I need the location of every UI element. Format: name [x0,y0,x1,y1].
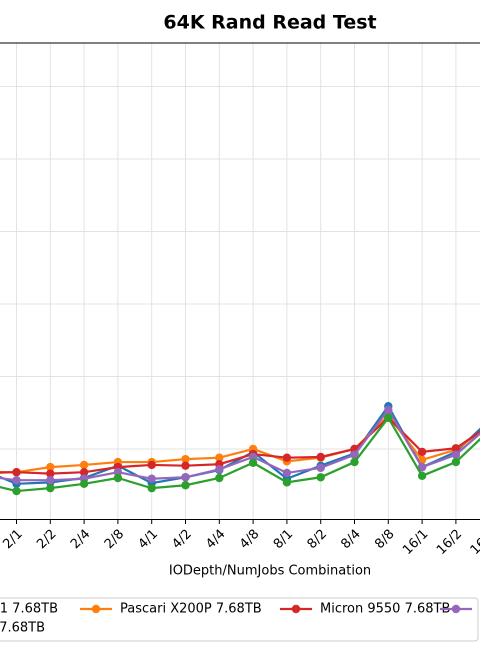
data-point [451,450,461,459]
data-point [12,486,21,496]
x-tick-label: 2/1 [0,527,25,552]
data-point [417,462,427,472]
data-point [79,468,89,477]
legend-label: Pascari X200P 7.68TB [120,602,262,617]
data-point [79,479,89,488]
series-line [0,415,480,493]
data-point [384,413,393,423]
x-tick-label: 16/1 [400,527,431,558]
legend-label: Micron 9550 7.68TB [320,602,450,617]
data-point [46,483,55,493]
data-point [350,457,359,467]
data-point [113,473,123,483]
data-point [215,473,224,483]
data-point [282,468,292,478]
data-point [316,473,325,482]
data-point [46,462,55,472]
data-point [12,475,21,485]
data-point [147,474,156,483]
data-point [316,452,325,462]
data-point [417,447,427,457]
x-tick-label: 2/4 [68,527,93,552]
data-point [181,461,190,470]
x-tick-label: 2/8 [102,527,127,552]
data-point [181,454,190,464]
x-tick-label: 4/8 [237,527,262,552]
legend-label: 1 7.68TB [0,602,58,617]
data-point [181,473,190,482]
data-point [248,452,258,462]
legend-marker [291,604,301,614]
data-point [451,444,461,453]
data-point [350,450,359,459]
data-point [181,481,190,490]
x-tick-label: 4/1 [136,527,161,552]
x-tick-label: 4/2 [169,527,194,552]
data-point [79,460,89,470]
legend-label: 7.68TB [0,621,45,636]
x-tick-label: 4/4 [203,527,228,552]
series-line [0,407,480,482]
series-line [0,416,480,475]
legend-marker [91,604,101,614]
plot-area [0,43,480,519]
data-point [215,465,224,474]
data-point [12,468,21,477]
data-point [282,478,292,487]
x-tick-label: 16/2 [434,527,465,558]
data-point [248,458,258,467]
x-tick-label: 8/2 [305,527,330,552]
data-point [113,468,123,477]
data-point [147,460,156,470]
x-tick-label: 16/4 [468,527,480,558]
legend-marker [451,604,461,614]
x-tick-label: 8/1 [271,527,296,552]
data-point [316,463,325,473]
data-point [215,453,224,462]
x-tick-label: 8/8 [372,527,397,552]
data-point [46,475,55,485]
x-axis-label: IODepth/NumJobs Combination [169,564,371,579]
data-point [384,405,393,415]
chart-title: 64K Rand Read Test [163,12,376,34]
data-point [147,483,156,493]
x-tick-label: 2/2 [34,527,59,552]
legend-box [0,597,479,642]
data-point [451,457,461,467]
data-point [46,469,55,478]
x-tick-label: 8/4 [338,527,363,552]
data-point [417,471,427,481]
data-point [282,453,292,462]
